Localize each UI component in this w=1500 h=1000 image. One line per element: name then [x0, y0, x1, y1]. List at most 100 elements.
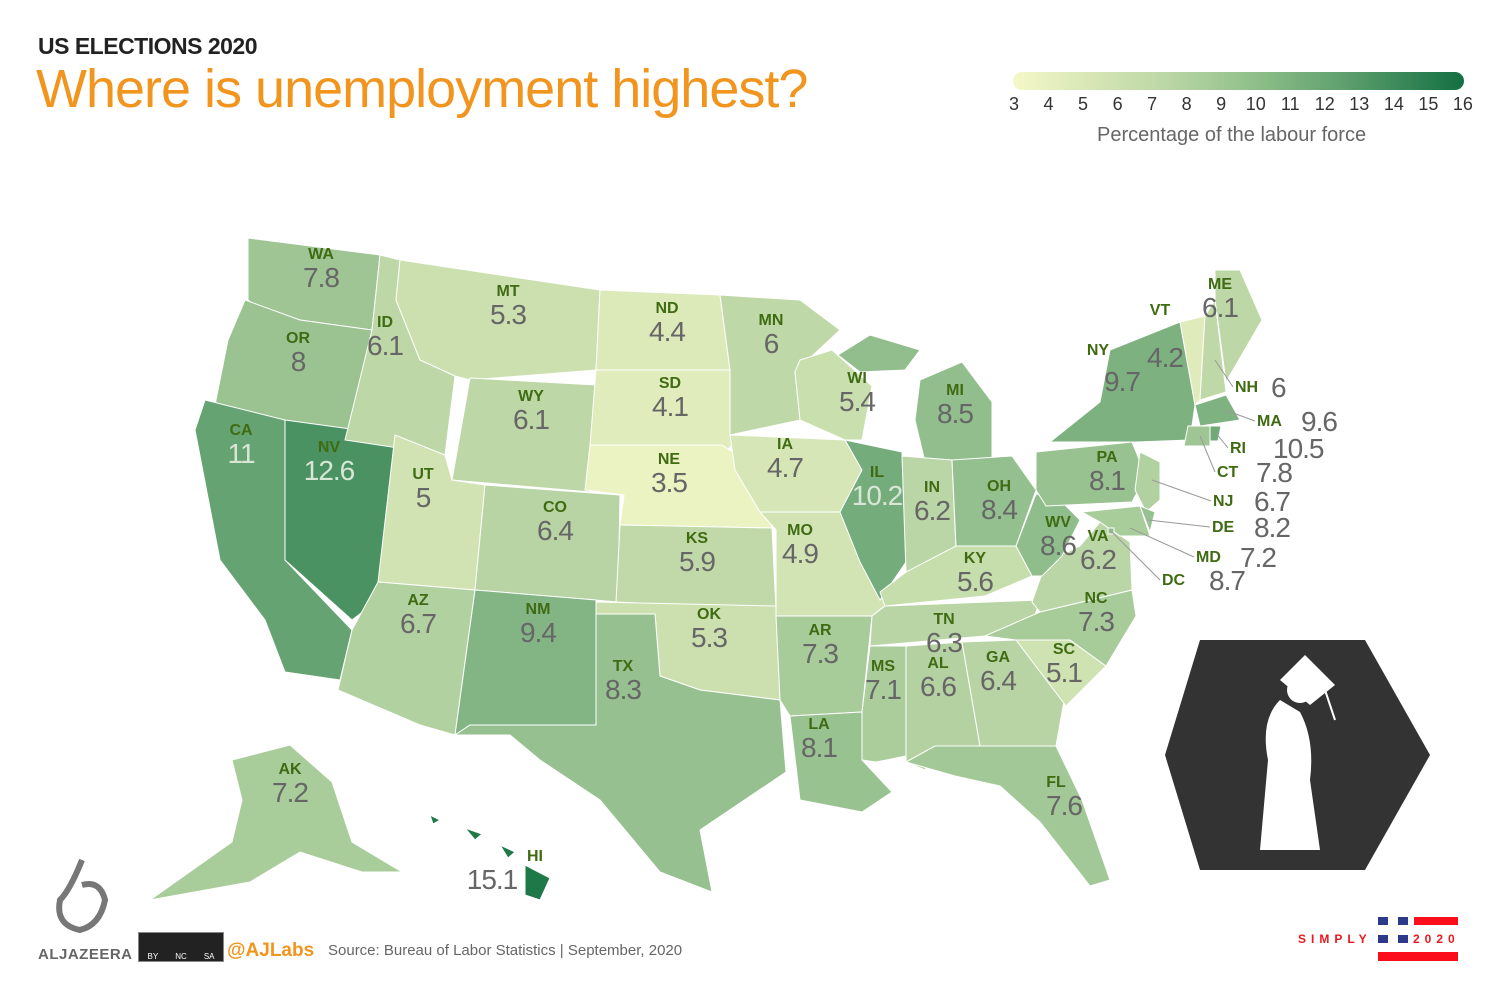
state-label-nj: NJ [1213, 493, 1233, 510]
tick-label: 5 [1078, 94, 1089, 114]
state-de[interactable] [1139, 505, 1156, 534]
state-hi[interactable] [524, 864, 551, 901]
tick-label: 7 [1147, 94, 1158, 114]
state-nh[interactable] [1199, 298, 1227, 401]
state-value-ak: 7.2 [272, 777, 308, 808]
state-ri[interactable] [1209, 425, 1222, 442]
state-hi[interactable] [429, 814, 442, 825]
state-value-il: 10.2 [852, 480, 903, 511]
state-label-nd: ND [655, 300, 678, 317]
state-hi[interactable] [498, 843, 516, 859]
state-value-md: 7.2 [1240, 542, 1276, 573]
tick-label: 9 [1216, 94, 1227, 114]
state-label-in: IN [924, 479, 940, 496]
state-value-ar: 7.3 [802, 638, 838, 669]
state-label-nv: NV [318, 439, 341, 456]
state-wy[interactable] [451, 377, 597, 493]
page-title: Where is unemployment highest? [36, 59, 808, 119]
state-value-wy: 6.1 [513, 404, 549, 435]
state-value-in: 6.2 [914, 495, 950, 526]
state-ak[interactable] [149, 744, 404, 901]
state-label-md: MD [1196, 549, 1221, 566]
creative-commons-badge[interactable]: BY NC SA [138, 932, 224, 962]
state-label-sd: SD [659, 375, 681, 392]
tick-label: 15 [1418, 94, 1439, 114]
state-me[interactable] [1214, 269, 1263, 384]
tick-label: 6 [1112, 94, 1123, 114]
state-label-ma: MA [1257, 413, 1282, 430]
aljazeera-wordmark: ALJAZEERA [38, 946, 133, 963]
state-value-al: 6.6 [920, 671, 956, 702]
state-value-nc: 7.3 [1078, 606, 1114, 637]
state-label-dc: DC [1162, 572, 1186, 589]
state-label-wv: WV [1045, 514, 1071, 531]
state-value-tx: 8.3 [605, 674, 641, 705]
state-label-la: LA [808, 716, 830, 733]
state-md[interactable] [1080, 505, 1151, 537]
state-value-mi: 8.5 [937, 398, 973, 429]
state-value-wa: 7.8 [303, 262, 339, 293]
state-value-ia: 4.7 [767, 452, 803, 483]
state-label-sc: SC [1053, 641, 1076, 658]
state-label-va: VA [1087, 528, 1108, 545]
state-value-de: 8.2 [1254, 512, 1290, 543]
state-value-ks: 5.9 [679, 546, 715, 577]
leader-line [1199, 435, 1216, 473]
state-value-mt: 5.3 [490, 299, 526, 330]
tick-label: 4 [1043, 94, 1054, 114]
state-nj[interactable] [1134, 451, 1161, 513]
state-value-pa: 8.1 [1089, 465, 1125, 496]
state-value-la: 8.1 [801, 732, 837, 763]
state-label-hi: HI [527, 848, 543, 865]
state-oh[interactable] [951, 455, 1037, 547]
state-value-ne: 3.5 [651, 467, 687, 498]
state-label-de: DE [1212, 519, 1235, 536]
state-label-co: CO [543, 499, 567, 516]
legend-caption: Percentage of the labour force [1097, 124, 1367, 146]
state-label-ms: MS [871, 658, 895, 675]
state-label-az: AZ [407, 592, 429, 609]
state-value-fl: 7.6 [1046, 790, 1082, 821]
tick-label: 11 [1280, 94, 1300, 114]
leader-line [1214, 359, 1234, 388]
color-scale-ticks: 3 4 5 6 7 8 9 10 11 12 13 14 15 16 [1003, 94, 1474, 115]
state-fl[interactable] [904, 745, 1111, 887]
kicker: US ELECTIONS 2020 [38, 33, 258, 59]
tick-label: 8 [1181, 94, 1192, 114]
tick-label: 10 [1245, 94, 1266, 114]
year-label: 2020 [1413, 932, 1460, 946]
state-label-or: OR [286, 330, 310, 347]
state-value-ri: 10.5 [1273, 433, 1324, 464]
twitter-handle[interactable]: @AJLabs [227, 940, 315, 961]
state-label-mo: MO [787, 522, 813, 539]
state-ma[interactable] [1194, 394, 1241, 427]
state-value-hi: 15.1 [467, 864, 518, 895]
state-label-ri: RI [1230, 440, 1246, 457]
state-value-ut: 5 [416, 482, 431, 513]
state-tx[interactable] [453, 613, 787, 893]
state-value-ms: 7.1 [865, 674, 901, 705]
state-label-wy: WY [518, 388, 544, 405]
state-label-ar: AR [808, 622, 832, 639]
state-label-tn: TN [933, 611, 954, 628]
state-label-nh: NH [1235, 379, 1258, 396]
state-hi[interactable] [463, 826, 483, 841]
state-label-oh: OH [987, 478, 1011, 495]
state-label-ut: UT [412, 466, 434, 483]
state-value-mo: 4.9 [782, 538, 818, 569]
state-label-ne: NE [658, 451, 681, 468]
tick-label: 3 [1008, 94, 1019, 114]
tick-label: 16 [1452, 94, 1473, 114]
state-value-wi: 5.4 [839, 386, 875, 417]
state-value-ma: 9.6 [1301, 406, 1337, 437]
state-label-ia: IA [777, 436, 793, 453]
state-ct[interactable] [1183, 425, 1211, 447]
state-mi[interactable] [837, 334, 921, 373]
state-value-nh: 6 [1271, 372, 1286, 403]
state-label-me: ME [1208, 276, 1232, 293]
state-label-mi: MI [946, 382, 964, 399]
tick-label: 14 [1383, 94, 1404, 114]
state-label-ca: CA [229, 422, 253, 439]
state-label-ny: NY [1087, 342, 1110, 359]
